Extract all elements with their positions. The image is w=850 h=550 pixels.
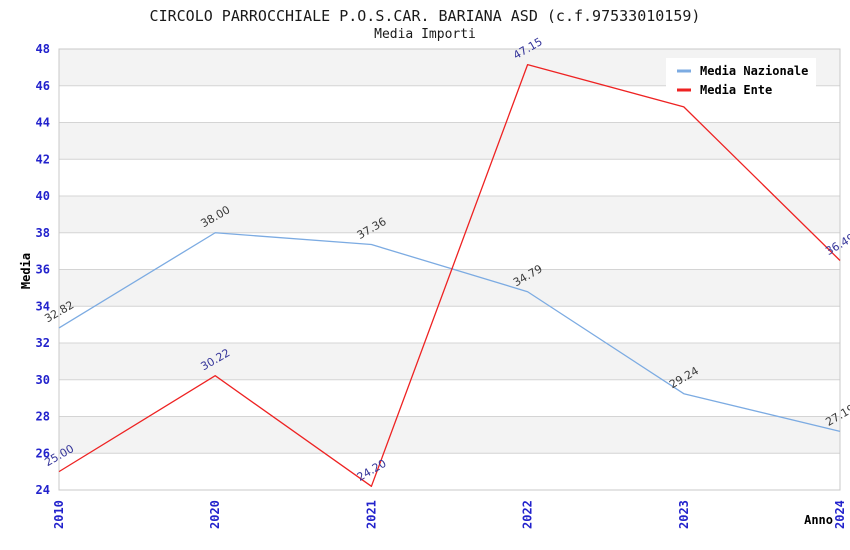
y-axis-tick-30: 30 xyxy=(36,373,50,387)
chart-subtitle: Media Importi xyxy=(374,27,476,42)
point-label-media-nazionale-2024: 27.19 xyxy=(823,402,850,429)
legend-label-media-nazionale: Media Nazionale xyxy=(700,64,808,78)
y-axis-tick-26: 26 xyxy=(36,446,50,460)
y-axis-tick-46: 46 xyxy=(36,79,50,93)
y-axis-tick-42: 42 xyxy=(36,152,50,166)
grid-band xyxy=(59,196,840,233)
x-axis-tick-2024: 2024 xyxy=(833,500,847,529)
legend-item-media-ente: Media Ente xyxy=(677,83,772,97)
legend-box xyxy=(666,58,816,100)
plot-area-border xyxy=(58,48,841,491)
point-label-media-ente-2021: 24.20 xyxy=(355,457,389,484)
y-axis-tick-34: 34 xyxy=(36,299,50,313)
x-axis-tick-2020: 2020 xyxy=(208,500,222,529)
x-axis-tick-2021: 2021 xyxy=(364,500,378,529)
x-axis-tick-2022: 2022 xyxy=(521,500,535,529)
series-line-media-nazionale xyxy=(58,232,841,433)
legend-label-media-ente: Media Ente xyxy=(700,83,772,97)
series-line-media-ente xyxy=(58,63,841,487)
legend: Media Nazionale Media Ente xyxy=(666,58,816,100)
grid-band xyxy=(59,343,840,380)
y-axis-tick-38: 38 xyxy=(36,226,50,240)
chart-title: CIRCOLO PARROCCHIALE P.O.S.CAR. BARIANA … xyxy=(149,7,701,25)
y-axis-tick-32: 32 xyxy=(36,336,50,350)
y-axis-tick-44: 44 xyxy=(36,116,50,130)
x-axis-tick-2023: 2023 xyxy=(677,500,691,529)
y-axis-tick-28: 28 xyxy=(36,410,50,424)
x-axis-tick-2010: 2010 xyxy=(52,500,66,529)
grid-band xyxy=(59,122,840,160)
y-axis-title: Media xyxy=(19,253,33,289)
point-label-media-ente-2024: 36.49 xyxy=(823,231,850,258)
x-axis-title: Anno xyxy=(804,513,833,527)
grid-band xyxy=(59,416,840,454)
y-axis-tick-48: 48 xyxy=(36,42,50,56)
legend-item-media-nazionale: Media Nazionale xyxy=(677,64,808,78)
y-axis-tick-40: 40 xyxy=(36,189,50,203)
y-axis-tick-24: 24 xyxy=(36,483,50,497)
y-axis-tick-36: 36 xyxy=(36,263,50,277)
